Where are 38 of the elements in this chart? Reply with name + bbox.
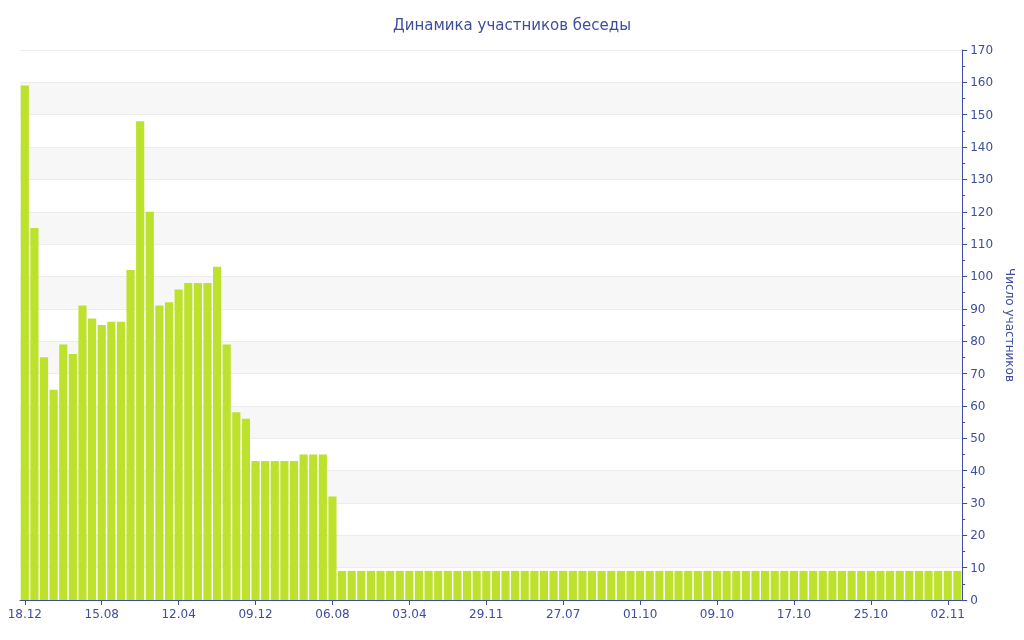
x-tick-label: 17.10 (776, 607, 812, 621)
y-tick-label: 60 (970, 398, 986, 413)
y-tick-label: 100 (970, 269, 994, 284)
y-tick-label: 90 (970, 301, 986, 316)
y-tick-label: 130 (970, 172, 994, 187)
bar (837, 570, 847, 600)
x-tick-label: 18.12 (7, 607, 42, 621)
y-tick-label: 30 (970, 495, 986, 510)
y-tick-label: 80 (970, 334, 986, 349)
y-tick-label: 50 (970, 431, 986, 446)
y-tick-label: 40 (970, 463, 986, 478)
bar (164, 302, 174, 600)
x-tick-label: 25.10 (853, 607, 889, 621)
y-tick-label: 120 (970, 204, 994, 219)
bar (539, 570, 549, 600)
y-tick-label: 70 (970, 366, 986, 381)
x-tick-label: 02.11 (930, 607, 965, 621)
x-tick-label: 27.07 (546, 607, 581, 621)
x-tick-label: 29.11 (469, 607, 504, 621)
x-tick-label: 09.10 (699, 607, 735, 621)
y-tick-label: 150 (970, 107, 994, 122)
y-tick-label: 140 (970, 140, 994, 155)
x-tick-label: 15.08 (84, 607, 119, 621)
x-tick-label: 12.04 (161, 607, 196, 621)
y-tick-label: 10 (970, 560, 986, 575)
x-tick-label: 03.04 (392, 607, 427, 621)
y-tick-label: 160 (970, 75, 994, 90)
y-tick-label: 0 (970, 593, 978, 607)
x-tick-label: 01.10 (622, 607, 658, 621)
bar (289, 460, 299, 600)
x-tick-label: 06.08 (315, 607, 350, 621)
bar (414, 570, 424, 600)
x-tick-label: 09.12 (238, 607, 273, 621)
y-tick-label: 110 (970, 237, 994, 252)
chart-title: Динамика участников беседы (392, 15, 632, 34)
y-tick-label: 170 (970, 43, 994, 57)
y-axis-title: Число участников (1003, 268, 1017, 382)
y-tick-label: 20 (970, 528, 986, 543)
